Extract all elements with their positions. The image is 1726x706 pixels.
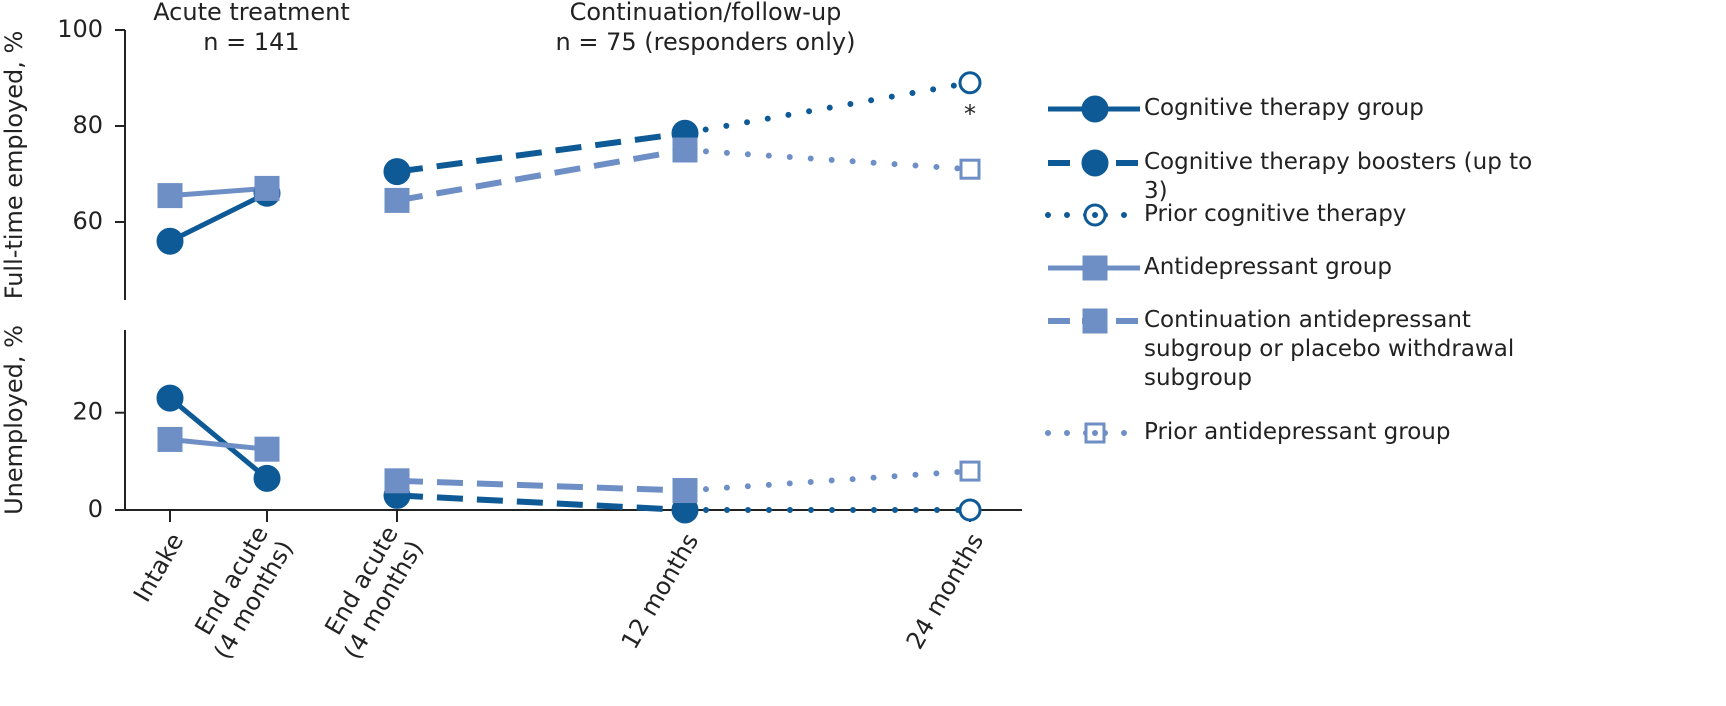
legend-swatch [1048, 255, 1140, 281]
legend-swatch [1048, 149, 1140, 177]
legend-entry: Cognitive therapy group [1040, 94, 1544, 123]
series-line [682, 79, 973, 137]
marker [959, 460, 981, 482]
x-tick-label: End acute(4 months) [314, 521, 429, 664]
y-tick-label: 0 [88, 495, 103, 523]
marker [958, 498, 982, 522]
marker [1082, 255, 1108, 281]
legend-swatch [1048, 308, 1140, 334]
series-line [169, 436, 268, 452]
legend-label: Cognitive therapy boosters (up to 3) [1144, 149, 1533, 204]
series-line [396, 147, 686, 204]
legend-swatch [1048, 95, 1140, 123]
x-tick-label: End acute(4 months) [184, 521, 299, 664]
x-tick-label: 24 months [901, 529, 990, 654]
series-line [682, 468, 973, 494]
y-tick-label: 60 [72, 207, 103, 235]
marker [383, 158, 411, 186]
y-axis-label: Full-time employed, % [0, 31, 28, 300]
marker [156, 384, 184, 412]
legend-label: Cognitive therapy group [1144, 95, 1424, 121]
legend-label: Antidepressant group [1144, 254, 1392, 280]
series-line [169, 185, 268, 199]
marker [384, 187, 410, 213]
marker-dot [1092, 212, 1098, 218]
marker [254, 175, 280, 201]
y-tick-label: 80 [72, 111, 103, 139]
series-line [168, 396, 269, 481]
marker [253, 464, 281, 492]
marker [672, 478, 698, 504]
legend-label: Continuation antidepressant subgroup or … [1144, 307, 1515, 391]
legend-swatch [1045, 422, 1143, 444]
header-title: Acute treatment [153, 0, 350, 26]
series-line [396, 477, 686, 494]
series-line [168, 190, 269, 244]
header-subtitle: n = 75 (responders only) [556, 28, 856, 56]
series-line [396, 130, 686, 175]
annotation: * [964, 100, 976, 128]
marker [959, 158, 981, 180]
marker [1081, 95, 1109, 123]
legend-swatch [1045, 203, 1143, 227]
marker [254, 436, 280, 462]
header-title: Continuation/follow-up [570, 0, 842, 26]
marker [958, 71, 982, 95]
legend-label: Prior cognitive therapy [1144, 201, 1407, 227]
marker [157, 183, 183, 209]
header-subtitle: n = 141 [203, 28, 299, 56]
legend-label: Prior antidepressant group [1144, 419, 1451, 445]
series-line [396, 492, 686, 513]
marker [672, 137, 698, 163]
legend-entry: Continuation antidepressant subgroup or … [1040, 306, 1544, 393]
marker [156, 227, 184, 255]
marker [157, 426, 183, 452]
legend-entry: Prior antidepressant group [1040, 418, 1544, 447]
y-tick-label: 100 [57, 15, 103, 43]
x-tick-label: 12 months [616, 529, 705, 654]
marker [1082, 308, 1108, 334]
marker-dot [1092, 430, 1098, 436]
marker [1081, 149, 1109, 177]
x-tick-label: Intake [128, 529, 189, 607]
marker [384, 468, 410, 494]
legend-entry: Prior cognitive therapy [1040, 200, 1544, 229]
legend-entry: Antidepressant group [1040, 253, 1544, 282]
y-tick-label: 20 [72, 398, 103, 426]
series-line [682, 147, 973, 173]
legend-entry: Cognitive therapy boosters (up to 3) [1040, 148, 1544, 206]
y-axis-label: Unemployed, % [0, 325, 28, 515]
